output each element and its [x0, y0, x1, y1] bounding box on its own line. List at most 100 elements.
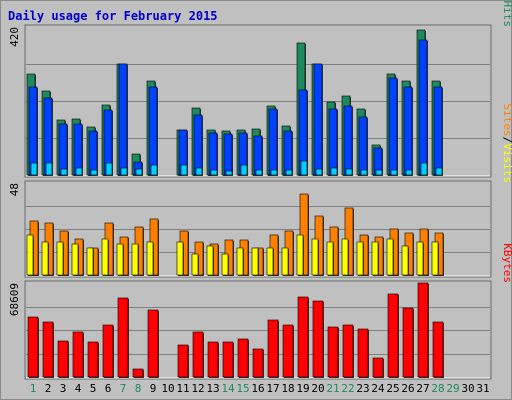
- bar-kbytes-day-21: [327, 326, 339, 378]
- bar-visits-day-25: [386, 238, 394, 276]
- bar-kbytes-day-6: [102, 324, 114, 378]
- bar-kbytes-day-16: [252, 348, 264, 378]
- bar-pages-day-23: [360, 169, 368, 176]
- bar-kbytes-day-23: [357, 328, 369, 378]
- panel-legend: KBytes: [501, 243, 512, 283]
- day-label: 5: [90, 382, 97, 395]
- bar-files-day-13: [208, 132, 218, 176]
- day-label: 4: [75, 382, 82, 395]
- bar-visits-day-6: [101, 238, 109, 276]
- bar-pages-day-27: [420, 162, 428, 176]
- y-max-label: 48: [8, 183, 21, 196]
- day-label: 20: [311, 382, 324, 395]
- bar-pages-day-15: [240, 164, 248, 176]
- bar-kbytes-day-28: [432, 321, 444, 378]
- bar-files-day-3: [58, 123, 68, 176]
- bar-pages-day-24: [375, 169, 383, 176]
- bar-files-day-14: [223, 133, 233, 176]
- day-label: 10: [161, 382, 174, 395]
- bar-pages-day-4: [75, 167, 83, 176]
- bar-pages-day-14: [225, 170, 233, 176]
- bar-pages-day-11: [180, 164, 188, 176]
- day-axis: 1 2 3 4 5 6 7 8 9 10 11 12 13 14 15 16 17 18 19 20 21 22 23 24 2…: [30, 382, 490, 395]
- legend-visits: Visits: [501, 143, 512, 183]
- bar-kbytes-day-5: [87, 341, 99, 378]
- bar-visits-day-22: [341, 238, 349, 276]
- bar-files-day-22: [343, 105, 353, 176]
- bar-pages-day-18: [285, 169, 293, 176]
- bar-pages-day-1: [30, 162, 38, 176]
- bar-visits-day-18: [281, 247, 289, 276]
- bar-kbytes-day-13: [207, 341, 219, 378]
- bar-files-day-9: [148, 86, 158, 176]
- panel-kbytes: 68609 KBytes: [8, 243, 512, 380]
- bar-files-day-1: [28, 86, 38, 176]
- day-label: 31: [476, 382, 489, 395]
- bar-visits-day-7: [116, 243, 124, 276]
- bar-kbytes-day-9: [147, 309, 159, 378]
- day-label: 3: [60, 382, 67, 395]
- day-label: 7: [120, 382, 127, 395]
- chart-title: Daily usage for February 2015: [8, 9, 218, 23]
- bar-pages-day-5: [90, 169, 98, 176]
- day-label: 25: [386, 382, 399, 395]
- bar-files-day-27: [418, 39, 428, 176]
- bar-files-day-5: [88, 130, 98, 176]
- bar-visits-day-5: [86, 247, 94, 276]
- bar-kbytes-day-3: [57, 340, 69, 378]
- bar-pages-day-26: [405, 169, 413, 176]
- bar-pages-day-19: [300, 160, 308, 176]
- bar-visits-day-15: [236, 247, 244, 276]
- bar-visits-day-12: [191, 253, 199, 276]
- bar-visits-day-24: [371, 241, 379, 276]
- bar-visits-day-19: [296, 234, 304, 276]
- y-max-label: 420: [8, 27, 21, 47]
- bar-visits-day-4: [71, 243, 79, 276]
- panel-legend: Pages/Files/Hits: [501, 0, 512, 27]
- bar-pages-day-22: [345, 168, 353, 176]
- bar-files-day-28: [433, 86, 443, 176]
- bar-files-day-21: [328, 108, 338, 176]
- bar-visits-day-1: [26, 234, 34, 276]
- bar-visits-day-23: [356, 241, 364, 276]
- bar-kbytes-day-18: [282, 324, 294, 378]
- bar-kbytes-day-11: [177, 344, 189, 378]
- bar-pages-day-6: [105, 162, 113, 176]
- bar-visits-day-11: [176, 241, 184, 276]
- bar-visits-day-21: [326, 241, 334, 276]
- bar-visits-day-8: [131, 243, 139, 276]
- day-label: 8: [135, 382, 142, 395]
- bar-files-day-12: [193, 114, 203, 176]
- bar-pages-day-21: [330, 167, 338, 176]
- bar-kbytes-day-12: [192, 331, 204, 378]
- bar-visits-day-20: [311, 238, 319, 276]
- bar-pages-day-28: [435, 167, 443, 176]
- bar-visits-day-3: [56, 241, 64, 276]
- bar-pages-day-12: [195, 167, 203, 176]
- day-label: 19: [296, 382, 309, 395]
- bar-pages-day-7: [120, 167, 128, 176]
- bar-visits-day-16: [251, 247, 259, 276]
- bar-files-day-25: [388, 77, 398, 176]
- legend-sites: Sites: [501, 104, 512, 137]
- bar-kbytes-day-8: [132, 368, 144, 378]
- legend-kbytes: KBytes: [501, 243, 512, 283]
- bar-kbytes-day-2: [42, 321, 54, 378]
- bar-kbytes-day-4: [72, 331, 84, 378]
- bar-files-day-17: [268, 108, 278, 176]
- chart-panels: 420Pages/Files/Hits48Sites/Visits68609KB…: [8, 0, 512, 380]
- day-label: 12: [191, 382, 204, 395]
- bar-visits-day-28: [431, 241, 439, 276]
- day-label: 27: [416, 382, 429, 395]
- day-label: 16: [251, 382, 264, 395]
- bar-pages-day-25: [390, 169, 398, 176]
- day-label: 6: [105, 382, 112, 395]
- bar-kbytes-day-20: [312, 300, 324, 378]
- bar-kbytes-day-15: [237, 338, 249, 378]
- bar-kbytes-day-26: [402, 307, 414, 378]
- bar-files-day-7: [118, 63, 128, 176]
- panel-hits_files_pages: 420 Pages/Files/Hits: [8, 0, 512, 178]
- bar-kbytes-day-25: [387, 293, 399, 378]
- day-label: 26: [401, 382, 414, 395]
